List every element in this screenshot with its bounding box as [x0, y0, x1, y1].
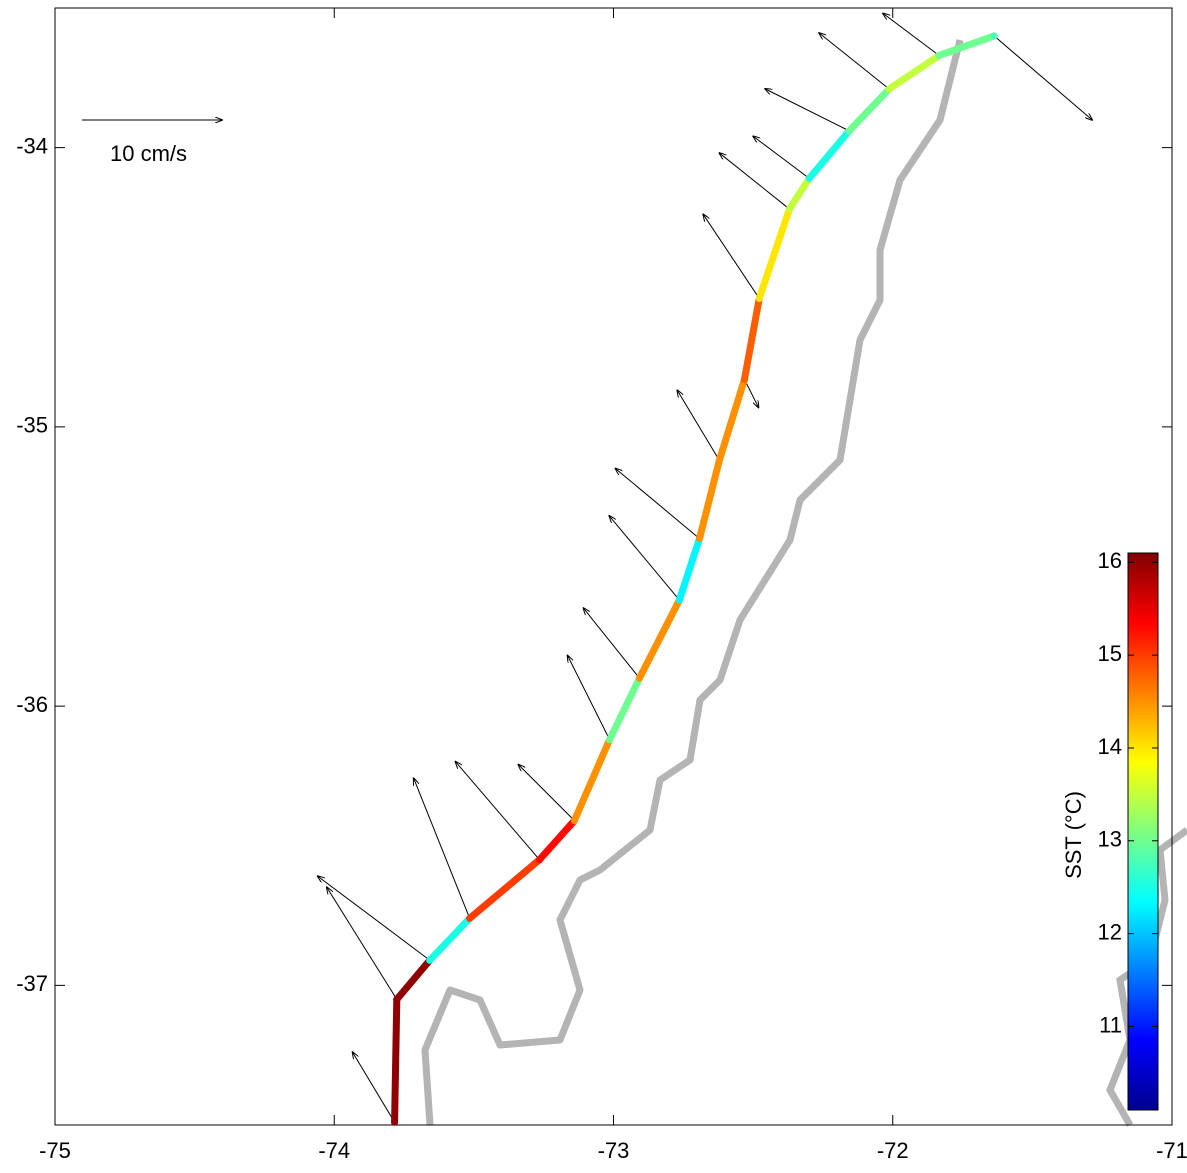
track-segment	[740, 294, 763, 383]
current-vector	[883, 13, 940, 56]
track-point	[675, 596, 683, 604]
track-point	[885, 85, 893, 93]
current-vector	[353, 1052, 395, 1123]
track-point	[393, 995, 401, 1003]
x-tick-label: -75	[39, 1138, 71, 1163]
y-tick-label: -37	[16, 971, 48, 996]
x-tick-label: -71	[1156, 1138, 1187, 1163]
track-point	[990, 32, 998, 40]
scale-label: 10 cm/s	[110, 141, 187, 166]
track-point	[845, 127, 853, 135]
colorbar-label: SST (°C)	[1061, 791, 1086, 879]
current-vector	[616, 469, 700, 539]
track-segment	[935, 32, 998, 59]
colorbar-tick-label: 13	[1098, 827, 1122, 852]
current-vector	[318, 876, 431, 961]
track-point	[466, 914, 474, 922]
track-point	[755, 294, 763, 302]
track-point	[935, 51, 943, 59]
track-point	[696, 535, 704, 543]
plot-frame	[54, 7, 1173, 1126]
current-vector	[414, 778, 471, 919]
track-segment	[696, 456, 723, 543]
colorbar-tick-label: 11	[1099, 1012, 1122, 1037]
x-tick-label: -72	[877, 1138, 909, 1163]
track-segment	[570, 736, 614, 825]
track-segment	[635, 596, 683, 682]
colorbar-tick-label: 16	[1098, 548, 1122, 573]
current-vector	[744, 379, 758, 407]
track-point	[426, 956, 434, 964]
track-segment	[885, 51, 943, 93]
x-tick-label: -74	[318, 1138, 350, 1163]
current-vector	[568, 656, 611, 740]
track-segment	[715, 375, 748, 464]
track-point	[805, 174, 813, 182]
track-point	[740, 375, 748, 383]
track-segment	[785, 174, 813, 213]
current-vector	[819, 33, 890, 90]
track-segment	[393, 956, 434, 1003]
y-tick-label: -36	[16, 692, 48, 717]
track-segment	[606, 674, 643, 744]
track-point	[715, 456, 723, 464]
current-vector	[765, 89, 850, 132]
current-vector	[327, 887, 398, 1000]
track-segment	[805, 127, 853, 182]
track-segment	[675, 535, 704, 604]
current-vector	[703, 214, 760, 299]
track-segment	[535, 817, 578, 864]
track-point	[391, 1118, 399, 1126]
colorbar-tick-label: 14	[1098, 734, 1122, 759]
colorbar-tick-label: 15	[1098, 641, 1122, 666]
y-tick-label: -35	[16, 413, 48, 438]
track-point	[535, 856, 543, 864]
current-vector	[583, 608, 640, 679]
track-segment	[466, 856, 543, 922]
track-segment	[391, 995, 401, 1126]
colorbar-tick-label: 12	[1098, 919, 1122, 944]
current-vector	[518, 765, 575, 821]
current-vector	[753, 136, 810, 179]
track-point	[635, 674, 643, 682]
track-segment	[426, 914, 474, 964]
y-tick-label: -34	[16, 133, 48, 158]
coastline	[421, 39, 964, 1126]
track-point	[570, 817, 578, 825]
current-vector	[993, 35, 1092, 120]
track-segment	[845, 85, 893, 135]
track-point	[606, 736, 614, 744]
x-tick-label: -73	[598, 1138, 630, 1163]
track-point	[785, 205, 793, 213]
track-segment	[755, 205, 793, 302]
current-vector	[677, 390, 720, 461]
current-vector	[719, 153, 790, 210]
current-vector	[609, 516, 680, 601]
current-vector	[455, 762, 540, 861]
